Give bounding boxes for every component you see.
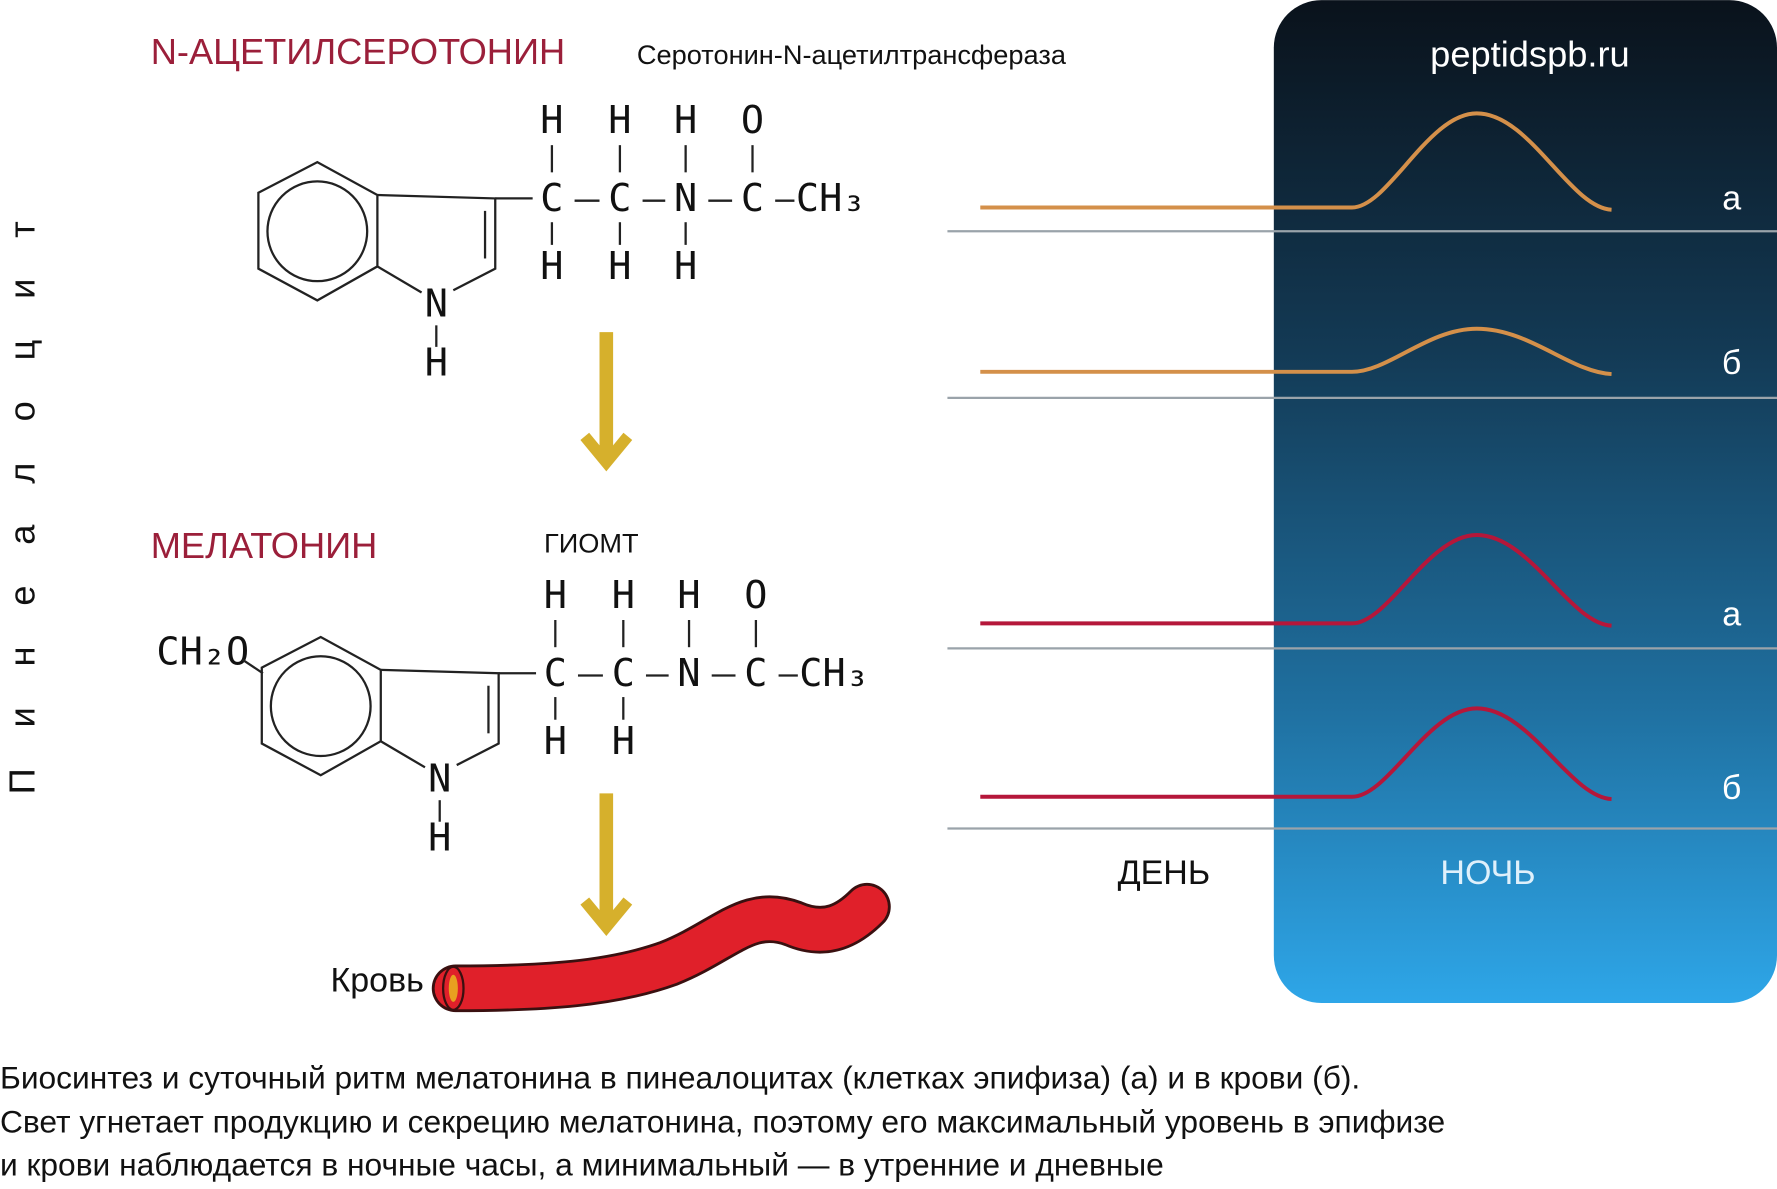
rhythm-curve [980,706,1612,802]
atom: O [744,573,767,618]
atom: H [612,573,635,618]
curve-label: б [1722,769,1741,807]
atom: C [540,176,563,221]
benzene-ring [260,635,382,777]
aromatic-circle [266,180,369,283]
atom: H [674,98,697,143]
caption-line: Биосинтез и суточный ритм мелатонина в п… [0,1059,1360,1095]
atom: H [540,244,563,289]
atom: H [540,98,563,143]
atom: N [677,651,700,696]
caption-line: и крови наблюдается в ночные часы, а мин… [0,1147,1164,1183]
pyrrole-ring [377,193,497,292]
rhythm-curves: а б а б [947,111,1777,830]
enzyme: Серотонин-N-ацетилтрансфераза [637,39,1067,70]
pyrrole-ring [380,668,500,767]
blood-label: Кровь [330,962,423,1000]
atom: CH₃ [799,651,869,696]
molecule-name: N-АЦЕТИЛСЕРОТОНИН [151,31,565,72]
atom: C [612,651,635,696]
arrow-head [580,897,633,937]
molecule-name: МЕЛАТОНИН [151,525,378,566]
atom: CH₃ [796,176,866,221]
night-panel [1273,0,1777,1004]
atom: N [674,176,697,221]
atom: H [677,573,700,618]
night-label: НОЧЬ [1440,854,1535,892]
atom: O [741,98,764,143]
atom: H [612,719,635,764]
caption: Биосинтез и суточный ритм мелатонина в п… [0,1059,1445,1182]
atom: H [425,341,448,386]
bond [241,658,264,675]
arrows [580,332,633,937]
rhythm-curve [980,533,1612,628]
atom: N [428,756,451,801]
curve-label: б [1722,344,1741,382]
atom: C [741,176,764,221]
substituent: CH₂O [156,629,249,674]
atom: N [425,282,448,327]
rhythm-curve [980,326,1612,377]
atom: H [544,573,567,618]
blood-vessel [431,882,891,1013]
curve-label: а [1722,180,1741,218]
benzene-ring [257,160,379,302]
arrow-head [580,432,633,472]
aromatic-circle [269,655,372,758]
atom: H [428,815,451,860]
atom: C [744,651,767,696]
watermark: peptidspb.ru [1430,33,1630,74]
enzyme: ГИОМТ [544,527,639,558]
bond [380,740,426,769]
vertical-label: Пинеалоцит [2,180,43,794]
rhythm-curve [980,111,1612,212]
caption-line: Свет угнетает продукцию и секрецию мелат… [0,1104,1445,1140]
atom: H [544,719,567,764]
atom: C [608,176,631,221]
day-label: ДЕНЬ [1118,854,1211,892]
bond [376,265,423,294]
atom: H [608,98,631,143]
atom: H [674,244,697,289]
atom: H [608,244,631,289]
curve-label: а [1722,596,1741,634]
atom: C [544,651,567,696]
